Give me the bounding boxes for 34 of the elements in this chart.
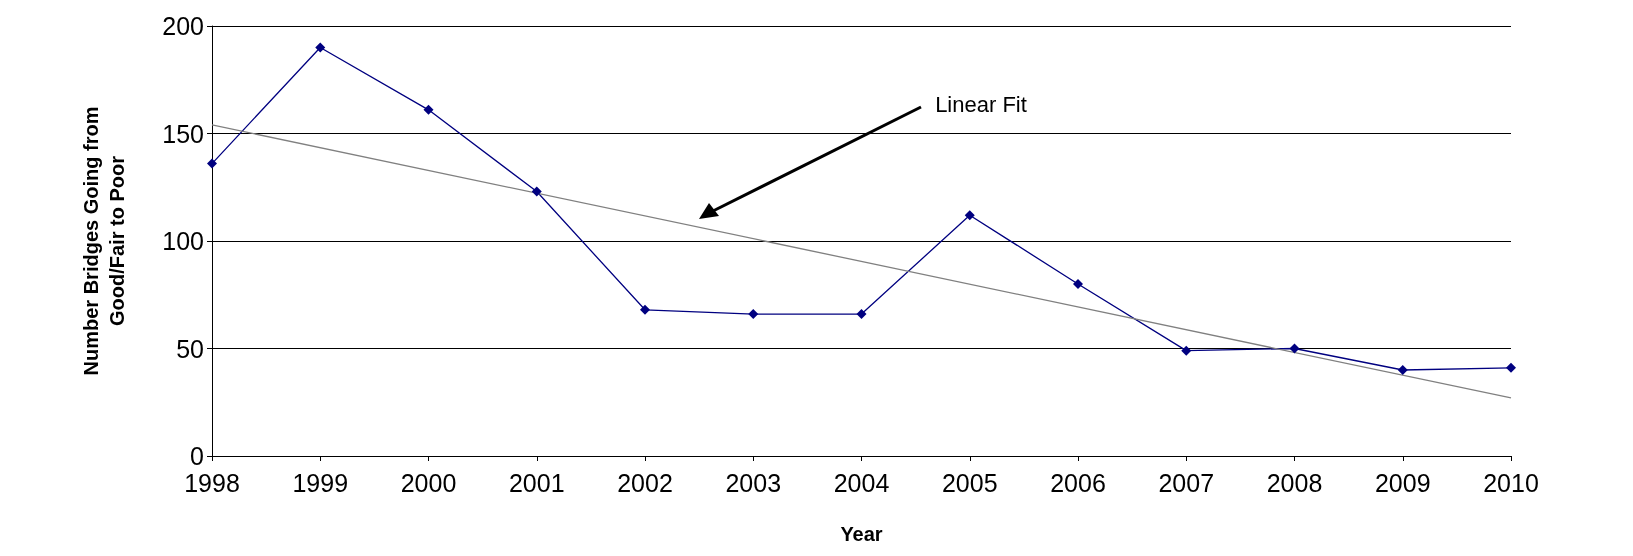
y-tick-label: 200 — [162, 12, 204, 40]
point — [964, 210, 975, 221]
x-tick-label: 2002 — [617, 468, 673, 497]
point — [640, 304, 650, 315]
point — [1073, 279, 1083, 289]
x-tick-label: 1998 — [184, 468, 240, 497]
point — [207, 158, 217, 169]
annotation: Linear Fit — [935, 91, 1027, 117]
x-tick-label: 2000 — [400, 468, 457, 497]
point — [1181, 345, 1192, 356]
point — [315, 42, 326, 53]
x-tick-label: 2001 — [508, 468, 565, 497]
x-tick-label: 2010 — [1483, 468, 1539, 497]
point — [531, 186, 542, 197]
y-tick-label: 150 — [162, 119, 204, 148]
x-axis-title: Year — [840, 523, 883, 545]
point — [748, 309, 759, 320]
y-tick-label: 0 — [190, 442, 204, 470]
point — [856, 309, 867, 320]
point — [423, 104, 434, 115]
x-tick-label: 1999 — [292, 468, 349, 497]
x-tick-label: 2006 — [1050, 468, 1106, 497]
point — [1506, 362, 1516, 373]
point — [1397, 365, 1408, 375]
y-tick-label: 100 — [162, 227, 204, 255]
point — [1289, 343, 1300, 354]
y-axis-title: Number Bridges Going from Good/Fair to Poor — [80, 106, 128, 376]
x-tick-label: 2007 — [1158, 468, 1215, 497]
x-tick-label: 2008 — [1266, 468, 1323, 497]
y-tick-label: 50 — [176, 334, 204, 363]
x-tick-label: 2005 — [941, 468, 998, 497]
x-tick-label: 2009 — [1374, 468, 1431, 497]
x-tick-label: 2003 — [725, 468, 782, 497]
x-tick-label: 2004 — [833, 468, 890, 497]
